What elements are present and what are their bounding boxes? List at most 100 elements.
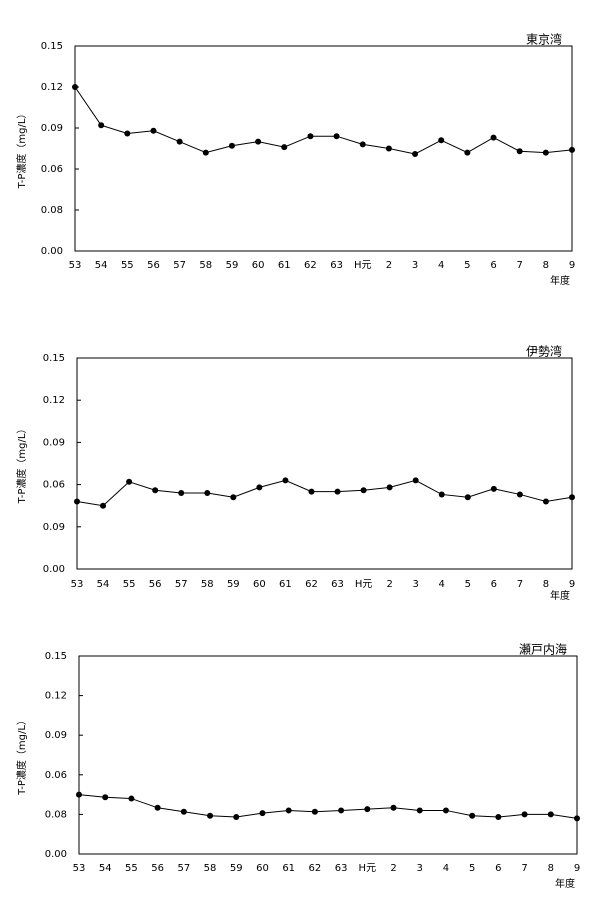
y-tick-label: 0.00 [43, 564, 65, 575]
data-point [204, 490, 211, 497]
x-tick-label: 53 [71, 579, 84, 590]
data-point [412, 477, 419, 484]
x-tick-label: 6 [495, 863, 501, 874]
x-tick-label: 4 [439, 579, 445, 590]
x-tick-label: 60 [256, 863, 269, 874]
x-tick-label: H元 [354, 260, 372, 271]
x-tick-label: 59 [227, 579, 240, 590]
data-point [259, 810, 266, 817]
x-tick-label: 62 [304, 260, 317, 271]
x-tick-label: 3 [412, 260, 418, 271]
data-point [307, 133, 314, 140]
y-tick-label: 0.12 [43, 395, 65, 406]
data-point [202, 149, 209, 156]
data-point [230, 494, 237, 501]
data-point [574, 815, 580, 822]
x-tick-label: 63 [330, 260, 343, 271]
x-tick-label: 9 [574, 863, 580, 874]
x-tick-label: 8 [543, 579, 549, 590]
x-tick-label: 55 [125, 863, 138, 874]
data-point [516, 148, 523, 155]
x-tick-label: 63 [331, 579, 344, 590]
y-tick-label: 0.06 [45, 770, 67, 781]
data-point [569, 494, 575, 501]
data-point [333, 133, 340, 140]
x-tick-label: 58 [199, 260, 212, 271]
data-point [281, 144, 288, 151]
x-tick-label: 2 [386, 579, 392, 590]
x-tick-label: 54 [95, 260, 108, 271]
data-point [490, 134, 497, 141]
y-tick-label: 0.12 [41, 82, 63, 93]
x-tick-label: 61 [282, 863, 295, 874]
x-tick-label: 5 [469, 863, 475, 874]
x-tick-label: 57 [177, 863, 190, 874]
x-tick-label: 63 [335, 863, 348, 874]
data-point [207, 812, 214, 819]
data-point [256, 484, 263, 491]
data-point [255, 138, 262, 145]
y-tick-label: 0.09 [41, 123, 63, 134]
data-point [416, 807, 423, 814]
data-point [442, 807, 449, 814]
x-tick-label: 9 [569, 579, 575, 590]
series-line [78, 794, 578, 819]
x-axis-label: 年度 [550, 589, 570, 602]
plot-frame [76, 357, 573, 570]
y-tick-label: 0.00 [41, 246, 63, 257]
x-tick-label: 2 [390, 863, 396, 874]
data-point [516, 491, 523, 498]
data-point [547, 811, 554, 818]
data-point [308, 488, 315, 495]
x-axis-label: 年度 [555, 877, 575, 890]
x-tick-label: 6 [491, 579, 497, 590]
data-point [490, 485, 497, 492]
y-axis-label: T-P濃度（mg/L） [15, 424, 28, 505]
data-point [360, 487, 367, 494]
plot-frame [78, 655, 578, 855]
chart-title: 瀬戸内海 [519, 642, 567, 657]
data-point [152, 487, 159, 494]
y-tick-label: 0.12 [45, 691, 67, 702]
x-tick-label: H元 [359, 863, 377, 874]
series-line [76, 479, 573, 507]
data-point [311, 808, 318, 815]
y-tick-label: 0.06 [43, 480, 65, 491]
data-point [464, 149, 471, 156]
data-point [385, 145, 392, 152]
data-point [438, 137, 445, 144]
x-tick-label: 5 [465, 579, 471, 590]
data-point [438, 491, 445, 498]
data-point [390, 804, 397, 811]
x-tick-label: 62 [305, 579, 318, 590]
x-tick-label: H元 [355, 579, 373, 590]
x-tick-label: 56 [149, 579, 162, 590]
data-point [178, 490, 185, 497]
data-point [154, 804, 161, 811]
y-tick-label: 0.09 [45, 730, 67, 741]
x-tick-label: 55 [123, 579, 136, 590]
x-tick-label: 56 [151, 863, 164, 874]
x-tick-label: 54 [97, 579, 110, 590]
x-tick-label: 60 [252, 260, 265, 271]
data-point [233, 814, 240, 821]
x-tick-label: 56 [147, 260, 160, 271]
x-tick-label: 59 [226, 260, 239, 271]
x-tick-label: 53 [73, 863, 86, 874]
x-tick-label: 53 [69, 260, 82, 271]
data-point [285, 807, 292, 814]
x-tick-label: 9 [569, 260, 575, 271]
x-tick-label: 58 [204, 863, 217, 874]
data-point [74, 498, 80, 505]
x-tick-label: 6 [490, 260, 496, 271]
data-point [98, 122, 105, 129]
x-axis-label: 年度 [550, 274, 570, 287]
data-point [569, 146, 575, 153]
data-point [386, 484, 393, 491]
y-tick-label: 0.15 [41, 41, 63, 52]
x-tick-label: 7 [521, 863, 527, 874]
data-point [412, 150, 419, 157]
data-point [228, 142, 235, 149]
data-point [150, 127, 157, 134]
